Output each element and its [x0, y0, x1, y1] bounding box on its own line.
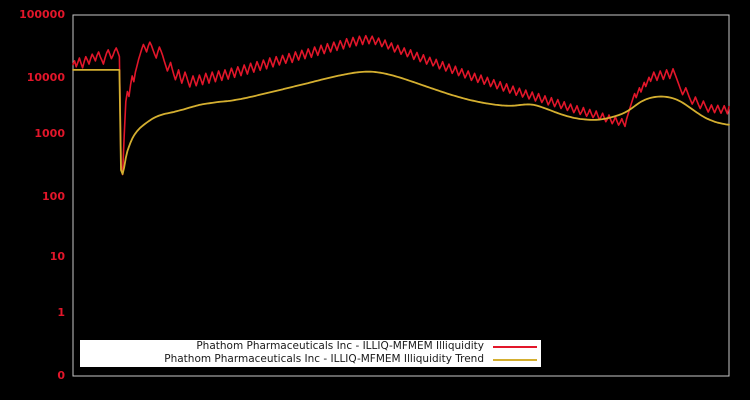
- series-line-illiquidity: [72, 34, 730, 176]
- legend-label-illiquidity: Phathom Pharmaceuticals Inc - ILLIQ-MFME…: [196, 340, 484, 352]
- legend-label-illiquidity-trend: Phathom Pharmaceuticals Inc - ILLIQ-MFME…: [164, 353, 484, 365]
- legend-item-illiquidity: Phathom Pharmaceuticals Inc - ILLIQ-MFME…: [80, 340, 541, 353]
- plot-area-frame: [72, 14, 730, 377]
- series-line-illiquidity-trend: [72, 68, 730, 175]
- y-axis-tick-0: 0: [57, 369, 65, 382]
- y-axis-tick-10000: 10000: [27, 71, 66, 84]
- y-axis-tick-1000: 1000: [34, 127, 65, 140]
- legend-swatch-illiquidity-trend: [493, 358, 537, 361]
- y-axis-tick-10: 10: [50, 250, 66, 263]
- data-series-group: [72, 34, 730, 176]
- y-axis-tick-100: 100: [42, 190, 65, 203]
- legend-swatch-illiquidity: [493, 345, 537, 348]
- legend-item-illiquidity-trend: Phathom Pharmaceuticals Inc - ILLIQ-MFME…: [80, 353, 541, 366]
- y-axis-tick-1: 1: [57, 306, 65, 319]
- y-axis-tick-100000: 100000: [19, 8, 65, 21]
- chart-legend: Phathom Pharmaceuticals Inc - ILLIQ-MFME…: [80, 340, 541, 367]
